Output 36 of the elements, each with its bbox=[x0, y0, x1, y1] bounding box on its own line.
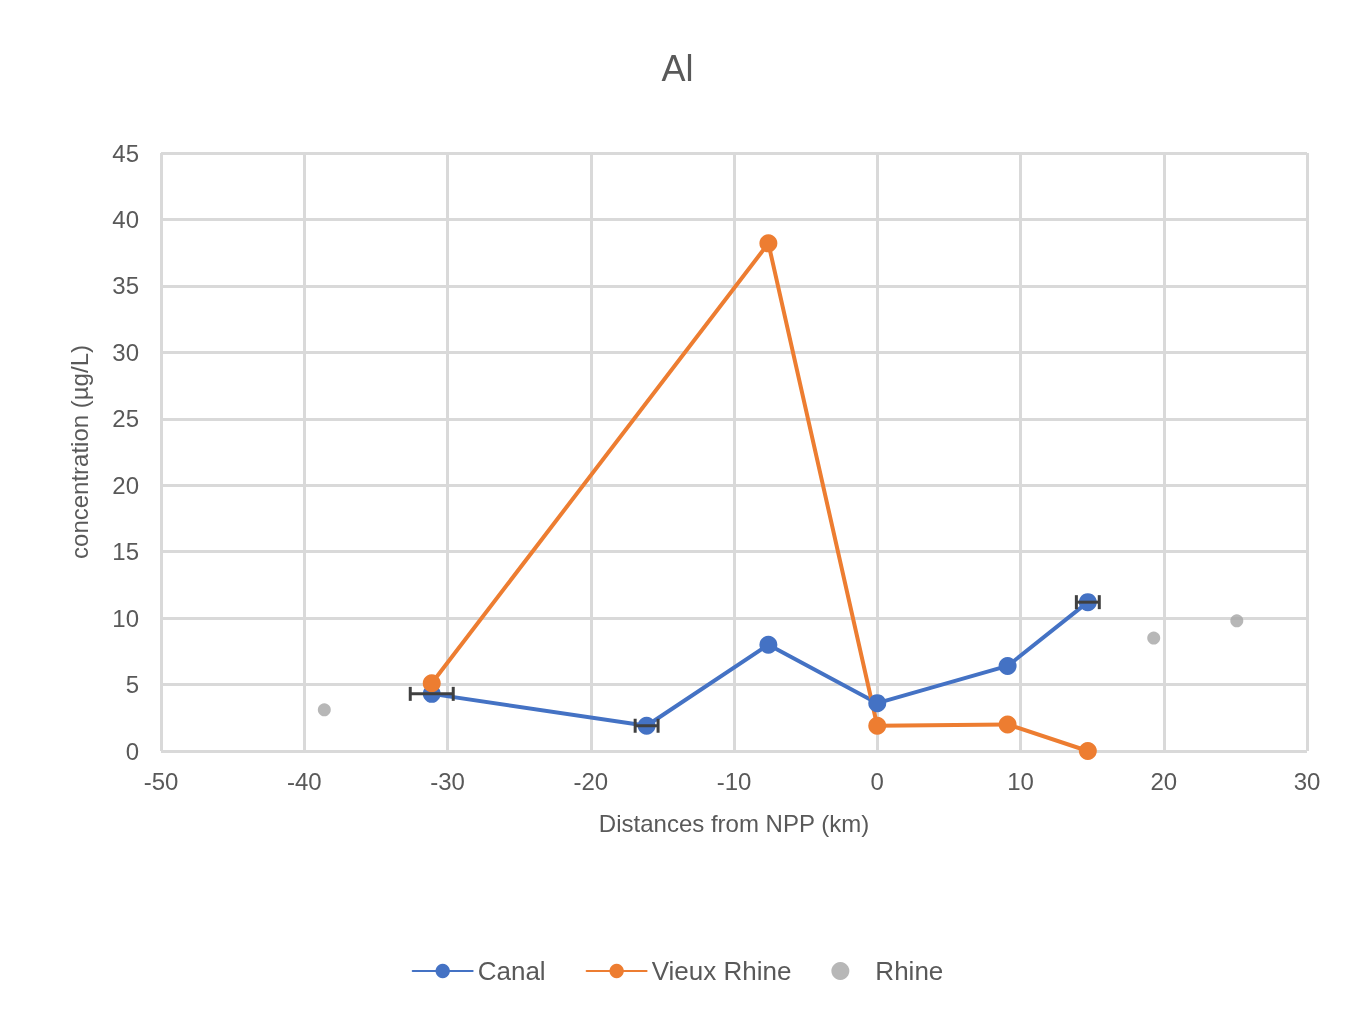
legend-label: Canal bbox=[477, 956, 546, 986]
legend-label: Rhine bbox=[875, 956, 944, 986]
x-tick-label: -10 bbox=[716, 767, 752, 795]
point bbox=[317, 703, 331, 717]
y-tick-label: 35 bbox=[112, 272, 139, 300]
legend-label: Vieux Rhine bbox=[651, 956, 792, 986]
point bbox=[1078, 742, 1097, 760]
y-tick-label: 20 bbox=[112, 471, 139, 499]
point bbox=[1230, 614, 1244, 628]
y-tick-label: 10 bbox=[112, 604, 139, 632]
point bbox=[998, 715, 1017, 734]
x-tick-label: 0 bbox=[870, 767, 884, 795]
x-tick-label: 30 bbox=[1293, 767, 1321, 795]
chart-title: Al bbox=[661, 47, 694, 89]
y-axis-title: concentration (µg/L) bbox=[65, 345, 93, 559]
point bbox=[759, 635, 778, 654]
point bbox=[868, 694, 887, 713]
x-tick-label: 10 bbox=[1007, 767, 1034, 795]
x-tick-label: 20 bbox=[1150, 767, 1178, 795]
x-tick-label: -30 bbox=[430, 767, 465, 795]
y-tick-label: 25 bbox=[112, 405, 139, 433]
y-tick-label: 5 bbox=[125, 671, 139, 699]
y-tick-label: 40 bbox=[112, 205, 139, 233]
x-tick-label: -20 bbox=[573, 767, 609, 795]
y-tick-label: 45 bbox=[112, 139, 139, 167]
point bbox=[1147, 631, 1161, 645]
point bbox=[868, 716, 887, 735]
x-tick-label: -40 bbox=[286, 767, 322, 795]
y-tick-label: 30 bbox=[112, 338, 139, 366]
y-tick-label: 15 bbox=[112, 538, 139, 566]
point bbox=[422, 674, 441, 693]
point bbox=[998, 656, 1017, 675]
point bbox=[759, 234, 778, 253]
x-tick-label: -50 bbox=[143, 767, 179, 795]
x-axis-title: Distances from NPP (km) bbox=[598, 809, 870, 837]
y-tick-label: 0 bbox=[125, 737, 139, 765]
